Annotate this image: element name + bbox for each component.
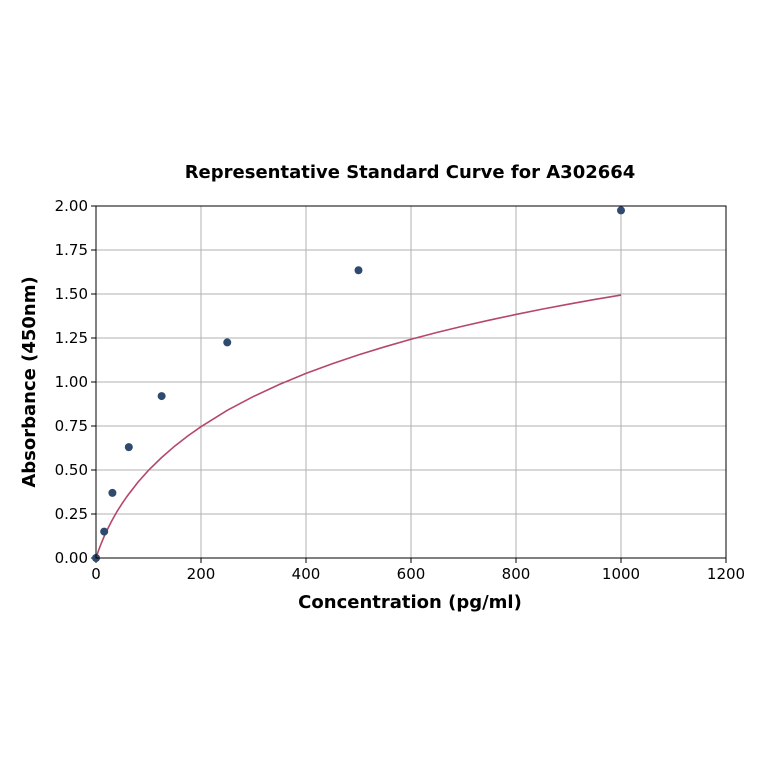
x-tick-label: 800 — [502, 565, 531, 583]
data-point — [223, 338, 232, 347]
y-tick-label: 1.50 — [55, 285, 88, 303]
data-point — [124, 443, 133, 452]
x-tick-label: 400 — [292, 565, 321, 583]
data-point — [108, 488, 117, 497]
x-tick-label: 0 — [91, 565, 101, 583]
x-axis-label: Concentration (pg/ml) — [298, 592, 522, 613]
x-tick-label: 1000 — [602, 565, 640, 583]
x-tick-label: 200 — [187, 565, 216, 583]
grid-lines — [95, 205, 727, 559]
chart-title: Representative Standard Curve for A30266… — [185, 162, 636, 183]
data-point — [157, 392, 166, 401]
y-tick-label: 0.75 — [55, 417, 88, 435]
y-axis-label: Absorbance (450nm) — [19, 276, 40, 487]
y-tick-label: 0.25 — [55, 505, 88, 523]
y-axis-ticks: 0.00 0.25 0.50 0.75 1.00 1.25 1.50 1.75 2.00 — [55, 197, 96, 567]
data-point — [617, 206, 625, 215]
x-axis-ticks: 0 200 400 600 800 1000 1200 — [91, 558, 745, 583]
fitted-curve-layer — [95, 294, 622, 559]
y-tick-label: 1.00 — [55, 373, 88, 391]
plot-frame — [95, 205, 727, 559]
y-tick-label: 1.25 — [55, 329, 88, 347]
y-tick-label: 0.00 — [55, 549, 88, 567]
y-tick-label: 0.50 — [55, 461, 88, 479]
data-point — [354, 266, 363, 275]
x-tick-label: 600 — [397, 565, 426, 583]
y-tick-label: 1.75 — [55, 241, 88, 259]
data-point — [100, 527, 109, 536]
x-tick-label: 1200 — [707, 565, 745, 583]
y-tick-label: 2.00 — [55, 197, 88, 215]
fitted-curve-line — [95, 294, 622, 559]
data-points-layer — [92, 206, 625, 562]
